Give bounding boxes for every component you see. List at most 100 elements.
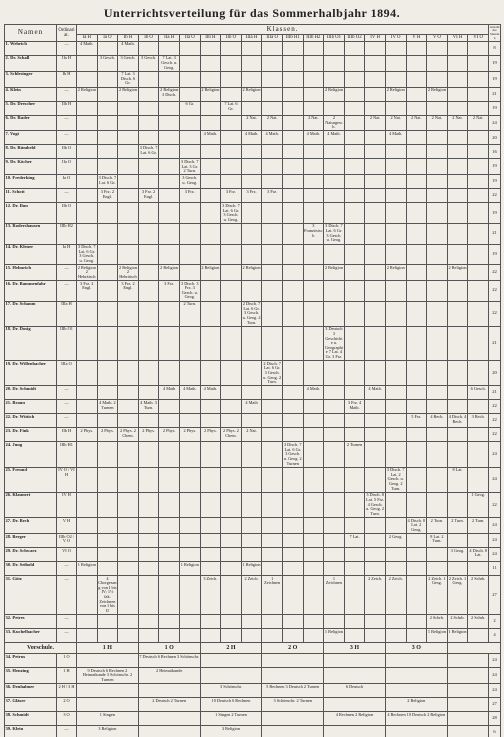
vorschule-title: Vorschule. <box>4 642 77 655</box>
lesson-cell <box>240 466 263 493</box>
teacher-name: Schott <box>12 188 25 194</box>
lesson-cell <box>467 144 490 160</box>
lesson-cell <box>343 40 366 56</box>
lesson-cell <box>178 628 201 644</box>
lesson-cell <box>220 533 242 548</box>
lesson-cell <box>384 547 407 562</box>
hours: 24 <box>488 533 502 548</box>
lesson-cell: 2 Dtsch. 7 Lat. 6 Gr. 3 Gesch. u. Geog. … <box>261 360 283 387</box>
lesson-cell <box>96 325 119 362</box>
ordinariat: IV O / VI H <box>56 466 77 493</box>
lesson-cell <box>220 40 242 56</box>
lesson-cell <box>302 188 325 204</box>
row-number: 38. <box>5 711 12 717</box>
lesson-cell <box>323 100 345 116</box>
lesson-cell <box>405 40 428 56</box>
lesson-cell <box>426 264 448 282</box>
class-header: VI O <box>467 33 490 42</box>
lesson-cell <box>137 533 160 548</box>
row-number: 9. <box>5 158 9 164</box>
lesson-cell: 3 Dtsch. 7 Lat. 6 Gr. <box>137 144 160 160</box>
lesson-cell: 3 Dtsch. 3 Frz. 3 Gesch. u. Geog. <box>178 280 201 302</box>
lesson-cell: 2 Religion 2 Hebräisch <box>117 264 139 282</box>
lesson-cell <box>220 325 242 362</box>
lesson-cell <box>302 413 325 429</box>
ordinariat: 3 O <box>56 711 77 727</box>
lesson-cell <box>281 466 304 493</box>
lesson-cell <box>323 725 386 737</box>
lesson-cell: 3 Geog. <box>446 547 469 562</box>
lesson-cell <box>96 158 119 176</box>
lesson-cell <box>281 100 304 116</box>
ordinariat: — <box>56 280 77 302</box>
title: Unterrichtsverteilung für das Sommerhalb… <box>103 6 401 20</box>
lesson-cell: 2 Phys. <box>158 427 180 443</box>
lesson-cell <box>137 491 160 519</box>
lesson-cell: 4 Math. <box>199 385 222 401</box>
class-header: IIIa H <box>240 33 263 42</box>
lesson-cell <box>137 300 160 327</box>
lesson-cell <box>178 144 201 160</box>
lesson-cell: 1 Geog. <box>467 491 490 519</box>
lesson-cell: 7 Lat. 3 Dtsch. 6 Gr. <box>117 70 139 88</box>
lesson-cell <box>364 399 386 415</box>
names-header: Namen <box>4 24 57 42</box>
row-number: 34. <box>5 653 12 659</box>
lesson-cell <box>343 174 366 190</box>
teacher-name: Wehrich <box>10 41 27 47</box>
lesson-cell <box>446 399 469 415</box>
lesson-cell <box>405 628 428 644</box>
lesson-cell <box>76 574 98 616</box>
lesson-cell <box>302 441 325 468</box>
ordinariat: — <box>56 561 77 576</box>
row-number: 16. <box>5 280 12 286</box>
lesson-cell <box>364 325 386 362</box>
lesson-cell <box>364 54 386 72</box>
lesson-cell <box>261 711 325 727</box>
ordinariat: 1 H <box>56 667 77 685</box>
lesson-cell <box>364 441 386 468</box>
lesson-cell <box>261 144 283 160</box>
lesson-cell <box>364 243 386 266</box>
lesson-cell: 2 Phys. <box>137 427 160 443</box>
lesson-cell: 7 Lat. 6 Gr. <box>220 100 242 116</box>
name-cell: 23. Dr. Fink <box>4 427 57 443</box>
lesson-cell: 1 Religion <box>426 628 448 644</box>
ordinariat: — <box>56 188 77 204</box>
lesson-cell <box>467 243 490 266</box>
lesson-cell: 3 Dtsch. 7 Lat. 6 Gr. 3 Gesch. u. Geog. <box>76 243 98 266</box>
lesson-cell <box>76 300 98 327</box>
lesson-cell: 8 Lat. 2 Turn. <box>426 533 448 548</box>
lesson-cell: 2 Religion <box>199 264 222 282</box>
name-cell: 1. Wehrich <box>4 40 57 56</box>
class-header: Ib H <box>117 33 139 42</box>
lesson-cell <box>76 130 98 146</box>
class-header: IIa H <box>158 33 180 42</box>
lesson-cell: 3 Gesch. u. Geog. <box>178 174 201 190</box>
lesson-cell: 3 Frz. 2 Engl. <box>76 280 98 302</box>
lesson-cell <box>158 130 180 146</box>
lesson-cell <box>76 491 98 519</box>
lesson-cell <box>261 325 283 362</box>
lesson-cell: 2 Religion <box>117 86 139 102</box>
lesson-cell <box>220 86 242 102</box>
ordinariat: 2 O <box>56 697 77 713</box>
lesson-cell <box>137 360 160 387</box>
teacher-name: Klaunert <box>12 492 31 498</box>
lesson-cell <box>446 561 469 576</box>
lesson-cell <box>426 561 448 576</box>
vorschule-class: 2 H <box>199 642 263 655</box>
lesson-cell <box>364 144 386 160</box>
lesson-cell <box>240 174 263 190</box>
lesson-cell <box>96 280 119 302</box>
hours: 21 <box>488 222 502 245</box>
lesson-cell <box>199 54 222 72</box>
lesson-cell <box>384 280 407 302</box>
lesson-cell <box>96 202 119 224</box>
lesson-cell <box>343 413 366 429</box>
lesson-cell <box>343 280 366 302</box>
lesson-cell <box>137 222 160 245</box>
lesson-cell <box>220 360 242 387</box>
hours: 21 <box>488 86 502 102</box>
